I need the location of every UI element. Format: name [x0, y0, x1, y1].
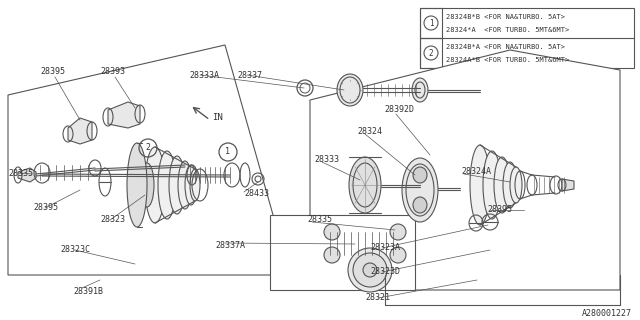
Text: 28324A: 28324A: [461, 167, 491, 177]
Ellipse shape: [185, 165, 197, 205]
Ellipse shape: [145, 147, 165, 223]
Polygon shape: [310, 50, 620, 290]
Ellipse shape: [390, 224, 406, 240]
Text: 28333: 28333: [314, 156, 339, 164]
Text: 28335: 28335: [8, 169, 33, 178]
Ellipse shape: [158, 151, 176, 219]
Polygon shape: [8, 45, 290, 275]
Text: 28433: 28433: [244, 189, 269, 198]
Ellipse shape: [349, 157, 381, 213]
Text: A280001227: A280001227: [582, 309, 632, 318]
Ellipse shape: [169, 156, 185, 214]
Ellipse shape: [140, 163, 154, 207]
Text: 28391B: 28391B: [73, 287, 103, 297]
Text: 28393: 28393: [100, 67, 125, 76]
Text: 28323: 28323: [100, 215, 125, 225]
Text: 28324A*B <FOR TURBO. 5MT&6MT>: 28324A*B <FOR TURBO. 5MT&6MT>: [446, 57, 569, 63]
Text: 28337: 28337: [237, 70, 262, 79]
Polygon shape: [108, 102, 140, 128]
Ellipse shape: [483, 151, 501, 219]
Polygon shape: [270, 215, 415, 290]
Ellipse shape: [324, 247, 340, 263]
Text: 28395: 28395: [40, 67, 65, 76]
Ellipse shape: [503, 162, 517, 208]
Text: 2: 2: [145, 143, 150, 153]
Ellipse shape: [412, 78, 428, 102]
Bar: [420, 8, 634, 68]
Text: 28335: 28335: [307, 215, 332, 225]
Ellipse shape: [390, 247, 406, 263]
Ellipse shape: [402, 158, 438, 222]
Text: 28324B*A <FOR NA&TURBO. 5AT>: 28324B*A <FOR NA&TURBO. 5AT>: [446, 44, 565, 50]
Text: 1: 1: [225, 148, 230, 156]
Ellipse shape: [127, 143, 147, 227]
Ellipse shape: [353, 253, 387, 287]
Ellipse shape: [324, 224, 340, 240]
Text: 2: 2: [429, 49, 433, 58]
Text: 28392D: 28392D: [384, 106, 414, 115]
Ellipse shape: [510, 167, 522, 203]
Text: 28395: 28395: [487, 205, 512, 214]
Bar: [420, 8, 442, 38]
Text: IN: IN: [212, 114, 223, 123]
Text: 28324: 28324: [357, 127, 382, 137]
Ellipse shape: [363, 263, 377, 277]
Text: 28323A: 28323A: [370, 244, 400, 252]
Text: 28337A: 28337A: [215, 241, 245, 250]
Bar: [420, 38, 442, 68]
Ellipse shape: [348, 248, 392, 292]
Text: 28321: 28321: [365, 293, 390, 302]
Ellipse shape: [413, 167, 427, 183]
Text: 1: 1: [429, 19, 433, 28]
Text: 28323D: 28323D: [370, 268, 400, 276]
Text: 28333A: 28333A: [189, 70, 219, 79]
Ellipse shape: [190, 169, 200, 201]
Ellipse shape: [413, 197, 427, 213]
Ellipse shape: [178, 161, 192, 209]
Text: 28324*A  <FOR TURBO. 5MT&6MT>: 28324*A <FOR TURBO. 5MT&6MT>: [446, 27, 569, 33]
Ellipse shape: [494, 157, 510, 213]
Ellipse shape: [470, 145, 490, 225]
Polygon shape: [68, 118, 92, 144]
Text: 28324B*B <FOR NA&TURBO. 5AT>: 28324B*B <FOR NA&TURBO. 5AT>: [446, 14, 565, 20]
Polygon shape: [18, 168, 36, 182]
Text: 28323C: 28323C: [60, 245, 90, 254]
Polygon shape: [562, 179, 574, 191]
Text: 28395: 28395: [33, 204, 58, 212]
Ellipse shape: [337, 74, 363, 106]
